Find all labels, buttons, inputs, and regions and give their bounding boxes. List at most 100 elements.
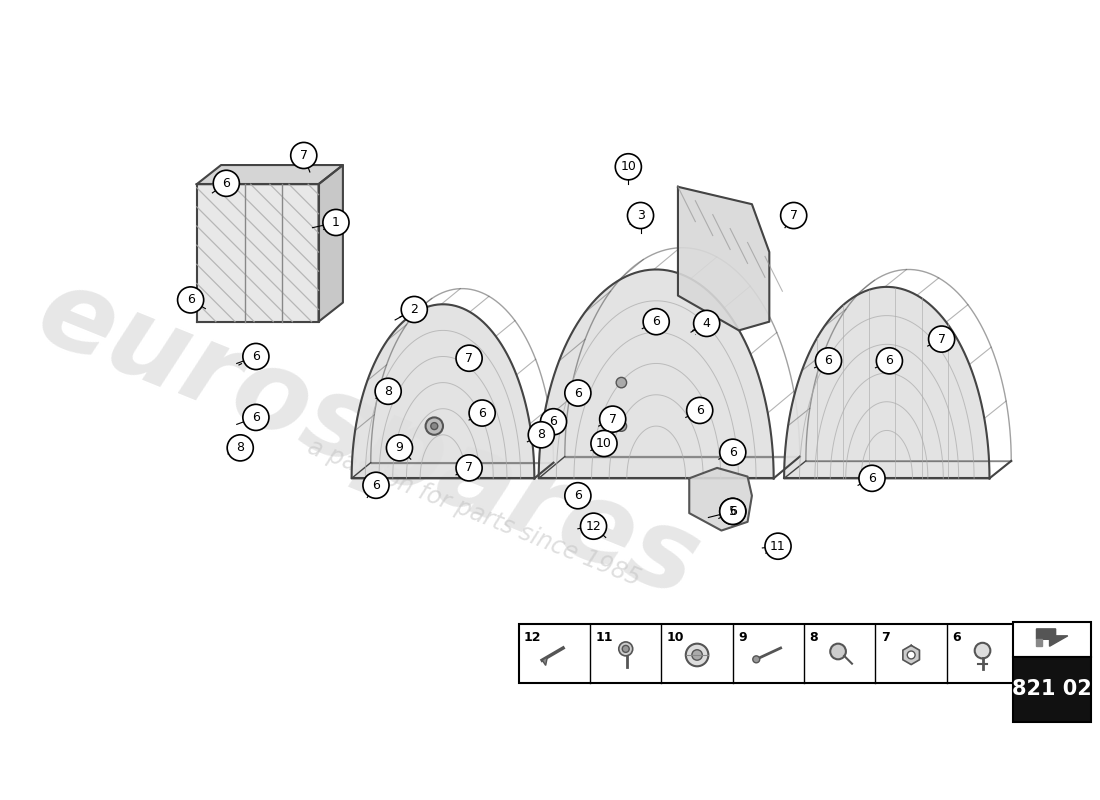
Text: 6: 6 (574, 490, 582, 502)
Circle shape (908, 651, 915, 659)
Polygon shape (1036, 629, 1068, 646)
Circle shape (431, 422, 438, 430)
Polygon shape (678, 186, 769, 330)
Circle shape (764, 533, 791, 559)
Circle shape (564, 380, 591, 406)
Text: 4: 4 (703, 317, 711, 330)
Text: 821 02: 821 02 (1012, 679, 1092, 699)
Polygon shape (319, 165, 343, 322)
Polygon shape (197, 184, 319, 322)
Circle shape (363, 472, 389, 498)
Text: a passion for parts since 1985: a passion for parts since 1985 (304, 435, 644, 591)
Bar (1013, 622, 1091, 657)
Text: 7: 7 (937, 333, 946, 346)
Circle shape (928, 326, 955, 352)
Text: 6: 6 (696, 404, 704, 417)
Text: 12: 12 (524, 630, 541, 644)
Circle shape (243, 404, 268, 430)
Circle shape (616, 378, 627, 388)
Circle shape (859, 466, 886, 491)
Text: 7: 7 (790, 209, 798, 222)
Text: 9: 9 (738, 630, 747, 644)
Text: 7: 7 (465, 462, 473, 474)
Text: 8: 8 (236, 442, 244, 454)
Polygon shape (352, 304, 535, 478)
Text: 7: 7 (465, 352, 473, 365)
Polygon shape (197, 165, 343, 184)
Text: 6: 6 (868, 472, 876, 485)
Text: 6: 6 (550, 415, 558, 428)
Circle shape (456, 345, 482, 371)
Circle shape (719, 498, 746, 525)
Polygon shape (903, 646, 920, 665)
Circle shape (290, 142, 317, 169)
Circle shape (619, 642, 632, 656)
Circle shape (600, 406, 626, 432)
Circle shape (627, 202, 653, 229)
Text: 3: 3 (637, 209, 645, 222)
Bar (519, 624, 1019, 683)
Circle shape (975, 642, 990, 658)
Text: 6: 6 (252, 411, 260, 424)
Circle shape (402, 297, 427, 322)
Bar (1013, 657, 1091, 722)
Circle shape (456, 455, 482, 481)
Circle shape (213, 170, 240, 196)
Text: 9: 9 (396, 442, 404, 454)
Circle shape (815, 348, 842, 374)
Polygon shape (690, 468, 752, 530)
Circle shape (528, 422, 554, 448)
Circle shape (692, 650, 702, 660)
Text: 8: 8 (537, 428, 546, 442)
Text: 8: 8 (384, 385, 393, 398)
Text: 6: 6 (478, 406, 486, 419)
Text: 6: 6 (372, 478, 379, 492)
Text: 12: 12 (585, 520, 602, 533)
Text: 6: 6 (652, 315, 660, 328)
Polygon shape (542, 657, 548, 666)
Text: 11: 11 (770, 540, 785, 553)
Polygon shape (784, 287, 990, 478)
Text: 6: 6 (729, 446, 737, 458)
Polygon shape (1036, 639, 1042, 646)
Text: 10: 10 (596, 437, 612, 450)
Text: 1: 1 (332, 216, 340, 229)
Circle shape (564, 482, 591, 509)
Text: 7: 7 (881, 630, 890, 644)
Circle shape (177, 287, 204, 313)
Text: 6: 6 (886, 354, 893, 367)
Circle shape (591, 430, 617, 457)
Circle shape (685, 644, 708, 666)
Circle shape (243, 343, 268, 370)
Text: 6: 6 (953, 630, 960, 644)
Circle shape (615, 154, 641, 180)
Text: 8: 8 (810, 630, 818, 644)
Text: 7: 7 (608, 413, 617, 426)
Text: 6: 6 (252, 350, 260, 363)
Text: 6: 6 (729, 505, 737, 518)
Circle shape (616, 421, 627, 431)
Circle shape (694, 310, 719, 337)
Circle shape (540, 409, 566, 435)
Text: 6: 6 (222, 177, 230, 190)
Circle shape (719, 498, 746, 525)
Text: 6: 6 (574, 386, 582, 399)
Circle shape (830, 644, 846, 659)
Circle shape (323, 210, 349, 235)
Text: 7: 7 (300, 149, 308, 162)
Circle shape (877, 348, 902, 374)
Text: 11: 11 (595, 630, 613, 644)
Circle shape (228, 435, 253, 461)
Circle shape (386, 435, 412, 461)
Text: 5: 5 (729, 505, 737, 518)
Circle shape (752, 656, 760, 663)
Text: 6: 6 (825, 354, 833, 367)
Circle shape (581, 513, 606, 539)
Circle shape (469, 400, 495, 426)
Text: 10: 10 (620, 160, 636, 174)
Circle shape (686, 398, 713, 423)
Circle shape (375, 378, 402, 404)
Text: 10: 10 (667, 630, 684, 644)
Polygon shape (539, 270, 773, 478)
Text: 2: 2 (410, 303, 418, 316)
